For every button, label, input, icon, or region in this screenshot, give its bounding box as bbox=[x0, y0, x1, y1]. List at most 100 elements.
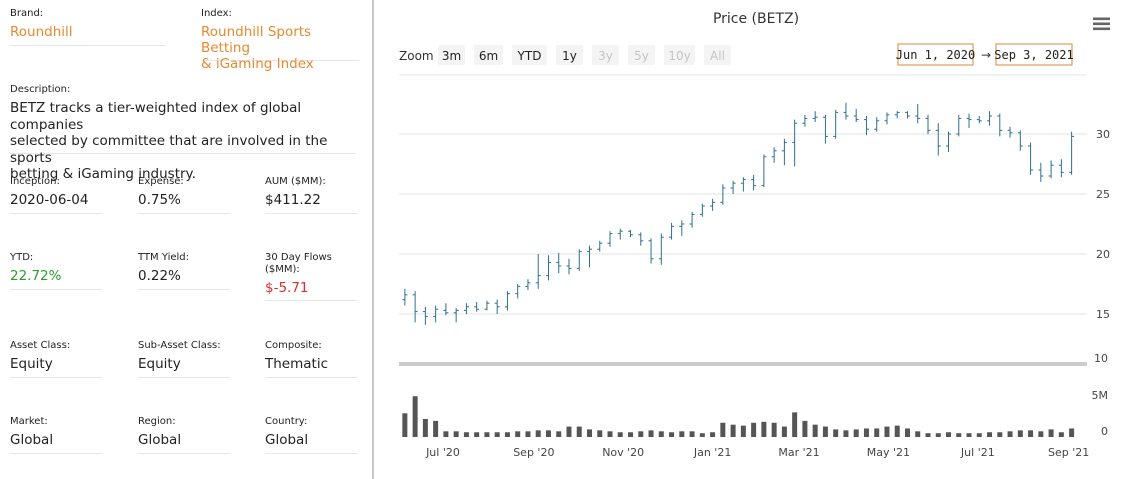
ohlc-bar bbox=[1017, 130, 1023, 151]
zoom-button-10y[interactable]: 10y bbox=[664, 45, 695, 65]
range-to-input[interactable]: Sep 3, 2021 bbox=[994, 48, 1073, 62]
flows-label-line-1: 30 Day Flows bbox=[265, 252, 332, 263]
ohlc-bar bbox=[628, 230, 634, 238]
volume-bar bbox=[946, 432, 952, 437]
ohlc-bar bbox=[433, 305, 439, 323]
ohlc-bar bbox=[833, 110, 839, 139]
brand-value: Roundhill bbox=[10, 24, 73, 40]
country-label: Country: bbox=[265, 416, 308, 427]
range-to-box[interactable] bbox=[995, 43, 1073, 66]
market-cell: Market: Global bbox=[10, 416, 102, 454]
volume-bar bbox=[976, 433, 982, 437]
description-cell: Description: BETZ tracks a tier-weighted… bbox=[10, 84, 356, 182]
ohlc-bar bbox=[699, 203, 705, 217]
volume-bar bbox=[545, 430, 551, 437]
price-tick-label: 25 bbox=[1096, 188, 1110, 201]
ohlc-series bbox=[402, 102, 1075, 325]
flows-cell: 30 Day Flows ($MM): $-5.71 bbox=[265, 252, 357, 301]
index-value-line-2: & iGaming Index bbox=[201, 56, 314, 72]
ohlc-bar bbox=[453, 308, 459, 323]
x-tick-label: Sep '21 bbox=[1048, 446, 1089, 459]
volume-bar bbox=[904, 428, 910, 437]
ohlc-bar bbox=[915, 104, 921, 124]
country-value: Global bbox=[265, 432, 309, 448]
volume-bar bbox=[956, 433, 962, 437]
price-chart: Price (BETZ) Zoom 3m 6m YTD 1y 3y 5y 10y All Ju… bbox=[399, 11, 1112, 459]
description-line-1: BETZ tracks a tier-weighted index of glo… bbox=[10, 100, 302, 133]
country-cell: Country: Global bbox=[265, 416, 357, 454]
zoom-button-label: All bbox=[710, 49, 725, 63]
flows-label-line-2: ($MM): bbox=[265, 264, 300, 275]
ohlc-bar bbox=[843, 102, 849, 120]
x-tick-label: May '21 bbox=[867, 446, 910, 459]
zoom-button-bg bbox=[512, 45, 547, 65]
volume-bar bbox=[669, 432, 675, 437]
ohlc-bar bbox=[771, 147, 777, 163]
zoom-button-6m[interactable]: 6m bbox=[474, 45, 503, 65]
index-value-line-1: Roundhill Sports Betting bbox=[201, 24, 312, 56]
ohlc-bar bbox=[761, 154, 767, 187]
volume-bar bbox=[843, 430, 849, 437]
zoom-buttons: 3m 6m YTD 1y 3y 5y 10y All bbox=[438, 45, 731, 65]
aum-label: AUM ($MM): bbox=[265, 176, 326, 187]
zoom-button-1y[interactable]: 1y bbox=[556, 45, 583, 65]
volume-bar bbox=[443, 431, 449, 437]
inception-label: Inception: bbox=[10, 176, 60, 187]
ohlc-bar bbox=[494, 299, 500, 314]
ohlc-bar bbox=[607, 231, 613, 247]
ohlc-bar bbox=[1028, 142, 1034, 175]
ohlc-bar bbox=[720, 184, 726, 205]
ohlc-bar bbox=[474, 302, 480, 312]
zoom-button-3y[interactable]: 3y bbox=[592, 45, 619, 65]
volume-bar bbox=[597, 430, 603, 437]
composite-cell: Composite: Thematic bbox=[265, 340, 357, 378]
volume-bar bbox=[1028, 430, 1034, 437]
ohlc-bar bbox=[658, 233, 664, 265]
ohlc-bar bbox=[1007, 126, 1013, 138]
description-label: Description: bbox=[10, 84, 71, 95]
volume-bar bbox=[874, 428, 880, 437]
ohlc-bar bbox=[904, 111, 910, 119]
x-tick-label: Sep '20 bbox=[513, 446, 554, 459]
hamburger-line-1 bbox=[1093, 17, 1110, 21]
asset-class-value: Equity bbox=[10, 356, 53, 372]
ohlc-bar bbox=[812, 111, 818, 122]
expense-value: 0.75% bbox=[138, 192, 181, 208]
ohlc-bar bbox=[576, 249, 582, 271]
description-text: BETZ tracks a tier-weighted index of glo… bbox=[10, 100, 356, 183]
volume-bar bbox=[915, 431, 921, 437]
composite-label: Composite: bbox=[265, 340, 322, 351]
volume-bar bbox=[699, 433, 705, 437]
ohlc-bar bbox=[679, 220, 685, 236]
volume-bar bbox=[658, 431, 664, 437]
zoom-button-3m[interactable]: 3m bbox=[438, 45, 465, 65]
range-from-box[interactable] bbox=[897, 43, 974, 66]
zoom-button-bg bbox=[474, 45, 503, 65]
volume-bar bbox=[925, 433, 931, 437]
brand-cell: Brand: Roundhill bbox=[10, 8, 165, 46]
x-tick-label: Jan '21 bbox=[693, 446, 731, 459]
volume-bar bbox=[997, 432, 1003, 437]
volume-bar bbox=[422, 418, 428, 437]
volume-bar bbox=[1069, 428, 1075, 437]
volume-bar bbox=[771, 422, 777, 437]
volume-bar bbox=[802, 420, 808, 437]
ohlc-bar bbox=[556, 252, 562, 274]
zoom-button-all[interactable]: All bbox=[704, 45, 731, 65]
region-cell: Region: Global bbox=[138, 416, 230, 454]
zoom-button-label: 6m bbox=[479, 49, 498, 63]
zoom-button-ytd[interactable]: YTD bbox=[512, 45, 547, 65]
volume-bar bbox=[710, 432, 716, 437]
zoom-button-5y[interactable]: 5y bbox=[628, 45, 655, 65]
menu-button[interactable] bbox=[1092, 16, 1112, 32]
volume-tick-label: 0 bbox=[1101, 425, 1108, 438]
fund-details-panel: Brand: Roundhill Index: Roundhill Sports… bbox=[0, 0, 372, 479]
zoom-button-label: 5y bbox=[634, 49, 649, 63]
volume-bar bbox=[525, 431, 531, 437]
pane-separator bbox=[399, 362, 1087, 366]
range-from-input[interactable]: Jun 1, 2020 bbox=[896, 48, 975, 62]
volume-bar bbox=[863, 428, 869, 437]
volume-bar bbox=[884, 426, 890, 437]
x-tick-label: Jul '21 bbox=[960, 446, 995, 459]
ohlc-bar bbox=[976, 116, 982, 124]
